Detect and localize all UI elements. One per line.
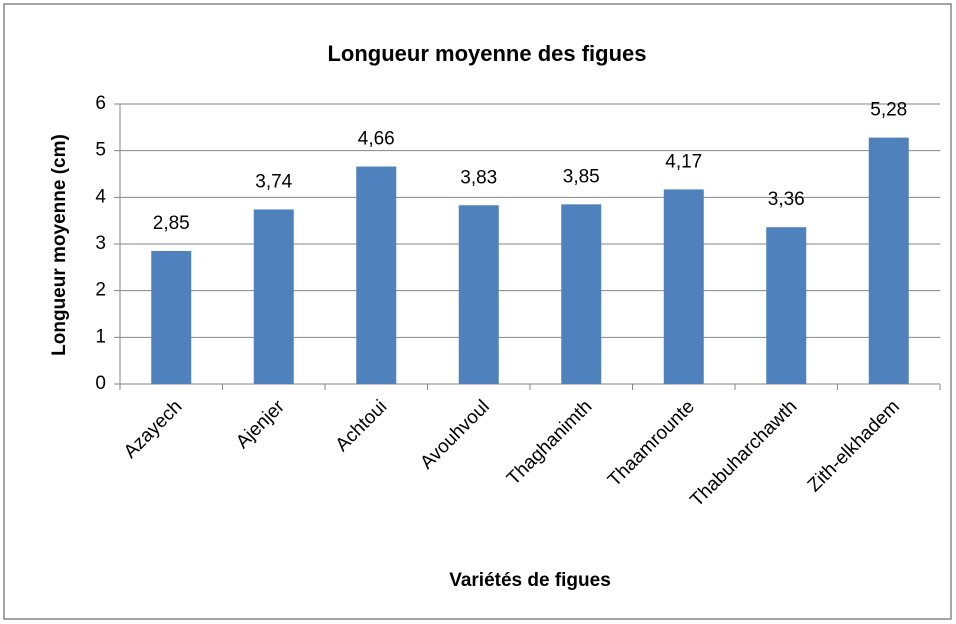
chart-title: Longueur moyenne des figues: [327, 41, 646, 66]
bar: [151, 251, 192, 384]
bar: [766, 227, 807, 384]
bar: [561, 204, 602, 384]
y-tick-label: 2: [95, 280, 106, 301]
y-tick-label: 5: [95, 140, 106, 161]
bar: [458, 205, 499, 384]
bar: [868, 137, 909, 384]
value-label: 5,28: [870, 100, 907, 121]
x-axis-title: Variétés de figues: [449, 570, 611, 591]
value-label: 3,85: [563, 166, 600, 187]
value-label: 3,83: [460, 167, 497, 188]
bar: [253, 209, 294, 384]
value-label: 4,66: [358, 129, 395, 150]
y-tick-label: 1: [95, 326, 106, 347]
value-label: 3,36: [768, 189, 805, 210]
y-tick-label: 4: [95, 186, 106, 207]
bar: [356, 166, 397, 384]
y-axis-title: Longueur moyenne (cm): [49, 134, 70, 356]
value-label: 2,85: [153, 213, 190, 234]
value-label: 3,74: [255, 171, 292, 192]
y-tick-label: 6: [95, 93, 106, 114]
bar: [663, 189, 704, 384]
y-tick-label: 0: [95, 373, 106, 394]
value-label: 4,17: [665, 151, 702, 172]
y-tick-label: 3: [95, 233, 106, 254]
